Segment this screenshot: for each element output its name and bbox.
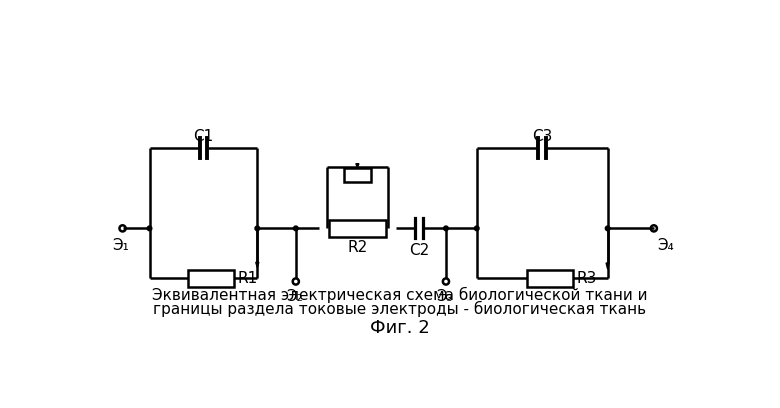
Text: границы раздела токовые электроды - биологическая ткань: границы раздела токовые электроды - биол… (153, 301, 647, 317)
Bar (328, 220, 386, 237)
Bar (188, 270, 234, 287)
Circle shape (147, 226, 152, 231)
Text: C3: C3 (532, 129, 552, 144)
Circle shape (255, 226, 260, 231)
Text: Э₃: Э₃ (436, 289, 452, 304)
Circle shape (474, 226, 479, 231)
Text: C1: C1 (193, 129, 214, 144)
Text: Эквивалентная электрическая схема биологической ткани и: Эквивалентная электрическая схема биолог… (152, 287, 647, 304)
Bar (344, 169, 370, 182)
Text: C2: C2 (409, 243, 429, 258)
Circle shape (444, 226, 448, 231)
Text: R3: R3 (576, 271, 597, 286)
Text: R2: R2 (347, 240, 367, 255)
Bar (526, 270, 573, 287)
Polygon shape (256, 262, 259, 268)
Polygon shape (606, 263, 609, 269)
Text: Э₂: Э₂ (286, 289, 303, 304)
Text: Фиг. 2: Фиг. 2 (370, 319, 430, 337)
Circle shape (605, 226, 610, 231)
Circle shape (293, 226, 298, 231)
Text: Э₄: Э₄ (657, 237, 674, 253)
Text: R1: R1 (237, 271, 257, 286)
Polygon shape (356, 164, 359, 168)
Text: Э₁: Э₁ (112, 237, 129, 253)
